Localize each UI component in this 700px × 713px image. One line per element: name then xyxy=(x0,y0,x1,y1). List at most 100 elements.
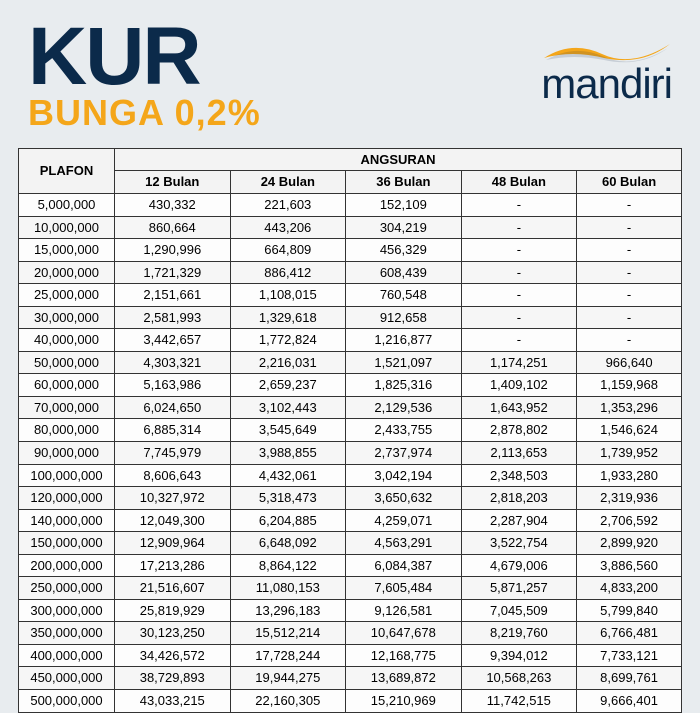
table-row: 15,000,0001,290,996664,809456,329-- xyxy=(19,239,682,262)
cell-value: 21,516,607 xyxy=(115,577,231,600)
cell-value: 22,160,305 xyxy=(230,690,346,713)
col-48bulan: 48 Bulan xyxy=(461,171,577,194)
brand-logo: mandiri xyxy=(541,36,672,108)
table-row: 250,000,00021,516,60711,080,1537,605,484… xyxy=(19,577,682,600)
cell-plafon: 350,000,000 xyxy=(19,622,115,645)
cell-value: 1,290,996 xyxy=(115,239,231,262)
cell-plafon: 70,000,000 xyxy=(19,396,115,419)
cell-value: - xyxy=(461,216,577,239)
cell-value: - xyxy=(577,216,682,239)
cell-value: 2,581,993 xyxy=(115,306,231,329)
cell-value: 1,643,952 xyxy=(461,396,577,419)
cell-value: 456,329 xyxy=(346,239,462,262)
cell-value: 11,742,515 xyxy=(461,690,577,713)
cell-value: 760,548 xyxy=(346,284,462,307)
cell-value: 2,348,503 xyxy=(461,464,577,487)
table-row: 500,000,00043,033,21522,160,30515,210,96… xyxy=(19,690,682,713)
cell-value: 2,706,592 xyxy=(577,509,682,532)
cell-value: 430,332 xyxy=(115,193,231,216)
cell-value: 6,766,481 xyxy=(577,622,682,645)
cell-value: 860,664 xyxy=(115,216,231,239)
cell-value: 1,409,102 xyxy=(461,374,577,397)
table-row: 140,000,00012,049,3006,204,8854,259,0712… xyxy=(19,509,682,532)
cell-value: 1,521,097 xyxy=(346,351,462,374)
cell-value: - xyxy=(577,306,682,329)
cell-value: 966,640 xyxy=(577,351,682,374)
cell-value: 1,933,280 xyxy=(577,464,682,487)
cell-value: 4,563,291 xyxy=(346,532,462,555)
cell-value: 2,151,661 xyxy=(115,284,231,307)
cell-value: 912,658 xyxy=(346,306,462,329)
cell-value: 10,647,678 xyxy=(346,622,462,645)
cell-value: 5,799,840 xyxy=(577,599,682,622)
cell-value: 3,886,560 xyxy=(577,554,682,577)
cell-value: 3,522,754 xyxy=(461,532,577,555)
cell-plafon: 40,000,000 xyxy=(19,329,115,352)
cell-value: - xyxy=(461,239,577,262)
cell-value: 2,433,755 xyxy=(346,419,462,442)
cell-value: 1,772,824 xyxy=(230,329,346,352)
brand-text: mandiri xyxy=(541,60,672,107)
table-subhead: 12 Bulan 24 Bulan 36 Bulan 48 Bulan 60 B… xyxy=(19,171,682,194)
table-row: 5,000,000430,332221,603152,109-- xyxy=(19,193,682,216)
cell-plafon: 120,000,000 xyxy=(19,487,115,510)
cell-value: 2,129,536 xyxy=(346,396,462,419)
cell-value: 12,049,300 xyxy=(115,509,231,532)
cell-value: 7,605,484 xyxy=(346,577,462,600)
table-head: PLAFON ANGSURAN 12 Bulan 24 Bulan 36 Bul… xyxy=(19,148,682,193)
cell-value: 15,512,214 xyxy=(230,622,346,645)
angsuran-table: PLAFON ANGSURAN 12 Bulan 24 Bulan 36 Bul… xyxy=(18,148,682,713)
cell-value: - xyxy=(461,193,577,216)
col-angsuran: ANGSURAN xyxy=(115,148,682,171)
cell-value: 3,545,649 xyxy=(230,419,346,442)
table-body: 5,000,000430,332221,603152,109--10,000,0… xyxy=(19,193,682,712)
cell-value: 3,102,443 xyxy=(230,396,346,419)
cell-value: 1,546,624 xyxy=(577,419,682,442)
cell-value: - xyxy=(577,284,682,307)
cell-value: 6,024,650 xyxy=(115,396,231,419)
cell-value: 34,426,572 xyxy=(115,644,231,667)
cell-value: 221,603 xyxy=(230,193,346,216)
table-row: 150,000,00012,909,9646,648,0924,563,2913… xyxy=(19,532,682,555)
cell-value: - xyxy=(577,193,682,216)
cell-value: 152,109 xyxy=(346,193,462,216)
table-row: 350,000,00030,123,25015,512,21410,647,67… xyxy=(19,622,682,645)
table-row: 120,000,00010,327,9725,318,4733,650,6322… xyxy=(19,487,682,510)
table-row: 50,000,0004,303,3212,216,0311,521,0971,1… xyxy=(19,351,682,374)
cell-value: 2,878,802 xyxy=(461,419,577,442)
table-row: 400,000,00034,426,57217,728,24412,168,77… xyxy=(19,644,682,667)
cell-value: 2,216,031 xyxy=(230,351,346,374)
cell-value: 6,204,885 xyxy=(230,509,346,532)
cell-plafon: 400,000,000 xyxy=(19,644,115,667)
cell-plafon: 300,000,000 xyxy=(19,599,115,622)
cell-value: 664,809 xyxy=(230,239,346,262)
cell-plafon: 5,000,000 xyxy=(19,193,115,216)
cell-value: 1,108,015 xyxy=(230,284,346,307)
cell-value: 8,699,761 xyxy=(577,667,682,690)
cell-value: 4,833,200 xyxy=(577,577,682,600)
cell-value: 13,689,872 xyxy=(346,667,462,690)
cell-value: 3,988,855 xyxy=(230,442,346,465)
table-row: 100,000,0008,606,6434,432,0613,042,1942,… xyxy=(19,464,682,487)
cell-value: 2,737,974 xyxy=(346,442,462,465)
cell-value: 8,864,122 xyxy=(230,554,346,577)
cell-value: - xyxy=(577,261,682,284)
cell-plafon: 100,000,000 xyxy=(19,464,115,487)
table-row: 70,000,0006,024,6503,102,4432,129,5361,6… xyxy=(19,396,682,419)
table-row: 10,000,000860,664443,206304,219-- xyxy=(19,216,682,239)
cell-value: 304,219 xyxy=(346,216,462,239)
col-60bulan: 60 Bulan xyxy=(577,171,682,194)
cell-value: 1,159,968 xyxy=(577,374,682,397)
cell-value: 443,206 xyxy=(230,216,346,239)
header-left: KUR BUNGA 0,2% xyxy=(28,18,261,134)
title-kur: KUR xyxy=(28,18,261,96)
cell-value: 38,729,893 xyxy=(115,667,231,690)
cell-value: 4,432,061 xyxy=(230,464,346,487)
cell-value: 9,126,581 xyxy=(346,599,462,622)
table-row: 450,000,00038,729,89319,944,27513,689,87… xyxy=(19,667,682,690)
table-row: 40,000,0003,442,6571,772,8241,216,877-- xyxy=(19,329,682,352)
cell-value: 10,568,263 xyxy=(461,667,577,690)
cell-value: 8,606,643 xyxy=(115,464,231,487)
cell-value: 19,944,275 xyxy=(230,667,346,690)
cell-plafon: 500,000,000 xyxy=(19,690,115,713)
